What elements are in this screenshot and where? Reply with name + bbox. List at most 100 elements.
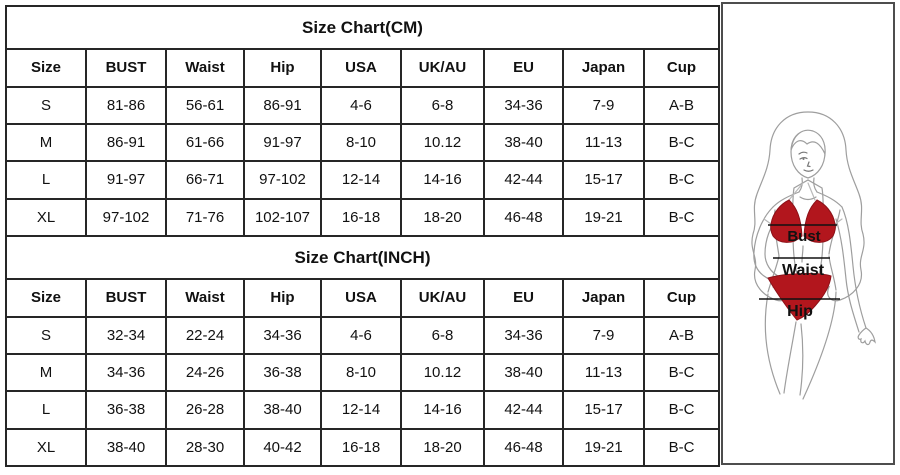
column-header-hip: Hip <box>243 48 322 88</box>
table-cell: 40-42 <box>243 427 322 468</box>
table-header-row: Size BUST Waist Hip USA UK/AU EU Japan Cup <box>5 278 720 318</box>
table-cell: 10.12 <box>400 352 485 393</box>
bikini-straps <box>763 182 843 225</box>
table-cell: 34-36 <box>85 352 167 393</box>
table-cell: S <box>5 85 87 125</box>
table-cell: 22-24 <box>165 315 245 355</box>
table-cell: B-C <box>643 390 720 430</box>
table-cell: 14-16 <box>400 160 485 200</box>
table-title-row: Size Chart(INCH) <box>5 234 720 281</box>
woman-measurement-illustration: Bust Waist Hip <box>751 111 876 400</box>
table-title-row: Size Chart(CM) <box>5 4 720 51</box>
table-cell: 8-10 <box>320 352 402 393</box>
table-cell: 6-8 <box>400 315 485 355</box>
table-cell: 12-14 <box>320 160 402 200</box>
table-cell: 61-66 <box>165 122 245 163</box>
table-cell: M <box>5 352 87 393</box>
bikini <box>767 199 836 321</box>
column-header-usa: USA <box>320 278 402 318</box>
bikini-bottom <box>767 273 832 321</box>
table-cell: 4-6 <box>320 315 402 355</box>
measurement-marks: Bust Waist Hip <box>759 224 840 320</box>
table-cell: 46-48 <box>483 197 564 237</box>
table-cell: 16-18 <box>320 197 402 237</box>
table-cell: 97-102 <box>243 160 322 200</box>
table-cell: 11-13 <box>562 352 645 393</box>
table-cell: XL <box>5 197 87 237</box>
table-cell: M <box>5 122 87 163</box>
table-cell: 38-40 <box>85 427 167 468</box>
table-cell: A-B <box>643 315 720 355</box>
table-cell: 4-6 <box>320 85 402 125</box>
column-header-waist: Waist <box>165 48 245 88</box>
table-cell: 24-26 <box>165 352 245 393</box>
column-header-usa: USA <box>320 48 402 88</box>
bikini-top-right-cup <box>803 199 836 243</box>
table-cell: 18-20 <box>400 197 485 237</box>
table-cell: 46-48 <box>483 427 564 468</box>
table-cell: 10.12 <box>400 122 485 163</box>
column-header-cup: Cup <box>643 278 720 318</box>
table-cell: 7-9 <box>562 85 645 125</box>
table-row: XL 38-40 28-30 40-42 16-18 18-20 46-48 19-21 B-C <box>5 427 720 468</box>
table-cell: 15-17 <box>562 390 645 430</box>
table-cell: 8-10 <box>320 122 402 163</box>
table-cell: 14-16 <box>400 390 485 430</box>
column-header-japan: Japan <box>562 48 645 88</box>
table-cell: 91-97 <box>243 122 322 163</box>
table-cell: XL <box>5 427 87 468</box>
table-cell: 19-21 <box>562 427 645 468</box>
table-row: L 36-38 26-28 38-40 12-14 14-16 42-44 15-17 B-C <box>5 390 720 430</box>
waist-label: Waist <box>782 262 825 279</box>
column-header-uk-au: UK/AU <box>400 278 485 318</box>
figure-outline <box>751 111 876 400</box>
table-cell: 11-13 <box>562 122 645 163</box>
table-cell: 36-38 <box>85 390 167 430</box>
table-cell: L <box>5 390 87 430</box>
table-title: Size Chart(CM) <box>5 4 720 51</box>
column-header-waist: Waist <box>165 278 245 318</box>
measurement-figure-panel: Bust Waist Hip <box>721 2 895 465</box>
table-cell: 7-9 <box>562 315 645 355</box>
table-cell: 91-97 <box>85 160 167 200</box>
column-header-bust: BUST <box>85 278 167 318</box>
table-row: M 34-36 24-26 36-38 8-10 10.12 38-40 11-13 B-C <box>5 352 720 393</box>
column-header-size: Size <box>5 48 87 88</box>
table-cell: B-C <box>643 160 720 200</box>
size-chart-table-body: Size Chart(CM) Size BUST Waist Hip USA UK/AU EU… <box>5 4 720 468</box>
table-cell: 86-91 <box>85 122 167 163</box>
table-cell: 38-40 <box>483 352 564 393</box>
table-cell: B-C <box>643 197 720 237</box>
table-cell: 19-21 <box>562 197 645 237</box>
table-cell: 86-91 <box>243 85 322 125</box>
table-cell: 66-71 <box>165 160 245 200</box>
table-cell: 34-36 <box>483 85 564 125</box>
table-cell: B-C <box>643 427 720 468</box>
table-cell: 81-86 <box>85 85 167 125</box>
hair-outline <box>751 111 865 302</box>
table-row: L 91-97 66-71 97-102 12-14 14-16 42-44 15-17 B-C <box>5 160 720 200</box>
table-cell: A-B <box>643 85 720 125</box>
table-row: S 32-34 22-24 34-36 4-6 6-8 34-36 7-9 A-B <box>5 315 720 355</box>
column-header-japan: Japan <box>562 278 645 318</box>
table-cell: 36-38 <box>243 352 322 393</box>
column-header-size: Size <box>5 278 87 318</box>
bikini-top-left-cup <box>770 199 803 243</box>
hair-bangs <box>790 129 826 157</box>
hanging-arm <box>841 206 867 329</box>
table-cell: 34-36 <box>243 315 322 355</box>
table-cell: 15-17 <box>562 160 645 200</box>
table-header-row: Size BUST Waist Hip USA UK/AU EU Japan Cup <box>5 48 720 88</box>
face-features <box>798 151 814 172</box>
column-header-eu: EU <box>483 48 564 88</box>
column-header-uk-au: UK/AU <box>400 48 485 88</box>
table-cell: 71-76 <box>165 197 245 237</box>
hand <box>857 327 876 346</box>
table-cell: 56-61 <box>165 85 245 125</box>
table-cell: 32-34 <box>85 315 167 355</box>
table-cell: 97-102 <box>85 197 167 237</box>
table-cell: 102-107 <box>243 197 322 237</box>
table-cell: 42-44 <box>483 390 564 430</box>
table-cell: 12-14 <box>320 390 402 430</box>
legs <box>764 293 781 395</box>
